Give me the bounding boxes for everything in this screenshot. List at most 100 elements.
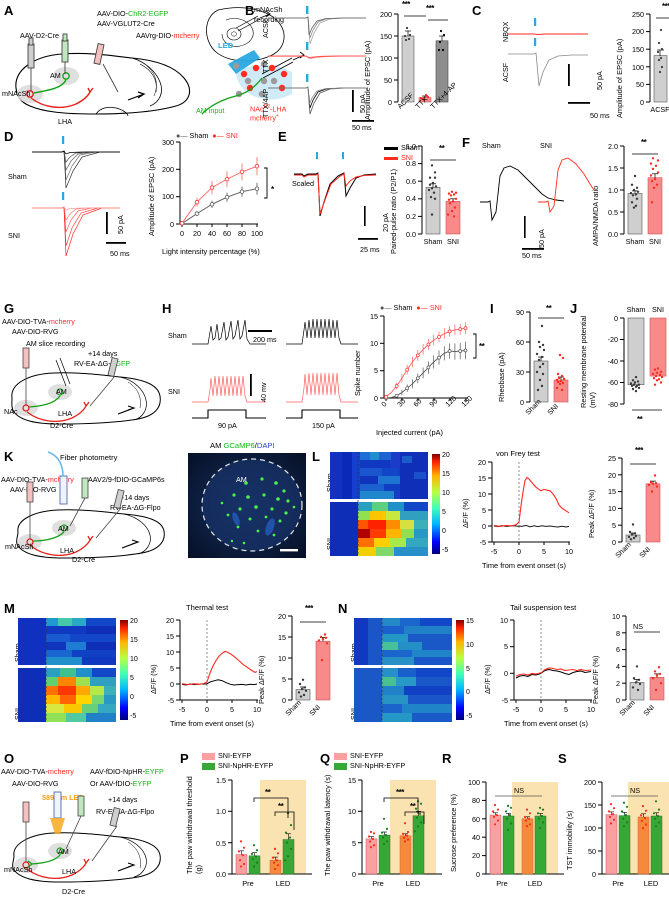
panel-q-sig-2: ** (410, 802, 416, 811)
svg-text:0: 0 (592, 870, 596, 879)
panel-k-mnacsh-label: mNAcSh (5, 542, 34, 551)
panel-n-sig: NS (633, 622, 643, 631)
svg-text:10: 10 (253, 705, 261, 714)
svg-text:0: 0 (520, 398, 524, 407)
panel-k-lha-label: LHA (60, 546, 74, 555)
panel-g-am-label: AM (56, 387, 67, 396)
svg-text:20: 20 (478, 458, 486, 467)
svg-text:0: 0 (517, 547, 521, 556)
panel-e-sig: ** (439, 144, 445, 153)
svg-text:Sham: Sham (626, 237, 645, 246)
panel-f-scale-v: 50 pA (537, 229, 546, 248)
svg-text:60: 60 (472, 815, 480, 824)
panel-e-traces (294, 152, 378, 240)
svg-text:SNI: SNI (447, 237, 459, 246)
panel-l-chart-title: von Frey test (496, 449, 540, 458)
panel-g-line-4: +14 days (88, 349, 118, 358)
panel-k-line-6: D2-Cre (72, 555, 96, 564)
panel-o-lha-label: LHA (62, 867, 76, 876)
panel-f-bar-svg: 0.0 0.5 1.0 1.5 2.0 Sham SNI (608, 142, 663, 246)
svg-text:80: 80 (238, 229, 246, 238)
panel-c-traces (508, 18, 590, 104)
panel-j-ylabel: Resting membrane potential (mV) (579, 315, 597, 408)
svg-text:0: 0 (640, 98, 644, 107)
panel-g-line-1: AAV-DIO-TVA-mcherry (2, 317, 75, 326)
panel-e-label: E (278, 129, 287, 144)
panel-k-fluorescence-image (188, 453, 306, 558)
panel-f-label: F (462, 135, 470, 150)
panel-s-label: S (558, 751, 567, 766)
panel-k-image-title: AM GCaMP6/DAPI (210, 441, 275, 450)
svg-text:0: 0 (504, 669, 508, 678)
panel-e-ylabel: Paired-pulse ratio (P2/P1) (389, 168, 398, 254)
panel-m-bar-svg: 0 5 10 15 20 (278, 612, 331, 705)
svg-text:0.6: 0.6 (406, 177, 416, 186)
panel-k-brain-schematic (16, 451, 165, 559)
panel-a-recording-label-1: mNAcSh (254, 5, 283, 14)
panel-d-label: D (4, 129, 14, 144)
panel-m-xlabel: Time from event onset (s) (170, 719, 254, 728)
svg-text:Pre: Pre (612, 879, 624, 888)
panel-a-injection-4: AAV-D2-Cre (20, 31, 60, 40)
panel-q-ylabel: The paw withdrawal latency (s) (323, 774, 332, 876)
panel-s-ylabel: TST immobility (s) (565, 810, 574, 870)
svg-text:10: 10 (565, 547, 573, 556)
svg-text:20: 20 (608, 471, 616, 480)
panel-b-sig-2: *** (426, 4, 434, 13)
panel-h-traces (192, 318, 358, 419)
svg-text:4: 4 (616, 662, 620, 671)
svg-text:0: 0 (482, 522, 486, 531)
panel-m-sig: *** (305, 604, 313, 613)
panel-i-bar-svg: 0 30 60 90 (516, 308, 569, 407)
svg-text:0: 0 (282, 696, 286, 705)
panel-r-sig: NS (514, 786, 524, 795)
svg-text:1.0: 1.0 (608, 186, 618, 195)
panel-b-traces (268, 6, 374, 122)
svg-text:50: 50 (384, 76, 392, 85)
svg-text:15: 15 (370, 312, 378, 321)
panel-f-scale-h: 50 ms (522, 251, 542, 260)
panel-k-image-block: AM GCaMP6/DAPI (178, 441, 308, 562)
svg-text:-80: -80 (608, 400, 618, 409)
panel-b-ylabel: Amplitude of EPSC (pA) (363, 40, 372, 120)
panel-d-sig: * (271, 185, 274, 194)
panel-l-heatmap (330, 452, 440, 556)
panel-l-bar-svg: 0 5 10 15 20 25 (608, 454, 661, 547)
panel-q-label: Q (320, 751, 331, 766)
panel-i-ylabel: Rheobase (pA) (497, 352, 506, 402)
svg-text:90: 90 (516, 308, 524, 317)
panel-n-chart-title: Tail suspension test (510, 603, 577, 612)
svg-text:Pre: Pre (496, 879, 508, 888)
panel-b-scale-h: 50 ms (352, 123, 372, 132)
panel-a-cells-label-1: NAcD2-LHA (250, 104, 287, 114)
svg-text:0: 0 (170, 680, 174, 689)
svg-text:200: 200 (584, 778, 596, 787)
svg-text:0.5: 0.5 (608, 208, 618, 217)
svg-text:1.5: 1.5 (608, 164, 618, 173)
panel-d-line-svg: 0 100 200 300 0 20 40 60 80 100 (162, 138, 268, 238)
svg-text:5: 5 (282, 675, 286, 684)
panel-c-label: C (472, 3, 482, 18)
panel-e-legend: Sham SNI (384, 143, 420, 162)
panel-s-sig: NS (630, 786, 640, 795)
panel-b-bar-svg: 0 50 100 150 200 (380, 10, 449, 107)
svg-text:20: 20 (166, 616, 174, 625)
svg-text:150: 150 (380, 32, 392, 41)
panel-f-trace-row-1: Sham (482, 141, 501, 150)
panel-a-label: A (4, 3, 14, 18)
svg-text:0: 0 (374, 394, 378, 403)
panel-h-line-chart: Spike number ●— Sham ●— SNI 0 5 10 15 (346, 300, 496, 437)
svg-text:20: 20 (193, 229, 201, 238)
svg-text:-60: -60 (608, 378, 618, 387)
svg-text:0: 0 (170, 220, 174, 229)
panel-k: K Fiber photometry AAV-DIO-TVA-mcherry A… (0, 434, 240, 564)
panel-g-line-3: AM slice recording (26, 339, 86, 348)
panel-a-recording-label-2: recording (254, 15, 284, 24)
svg-text:250: 250 (632, 10, 644, 19)
svg-text:20: 20 (472, 851, 480, 860)
panel-a-led-label: LED (218, 41, 234, 50)
panel-b: B ACSF TTX TTX/4AP 50 pA 50 ms (196, 0, 396, 132)
panel-h-xlabel: Injected current (pA) (376, 428, 443, 437)
svg-text:LED: LED (406, 879, 420, 888)
